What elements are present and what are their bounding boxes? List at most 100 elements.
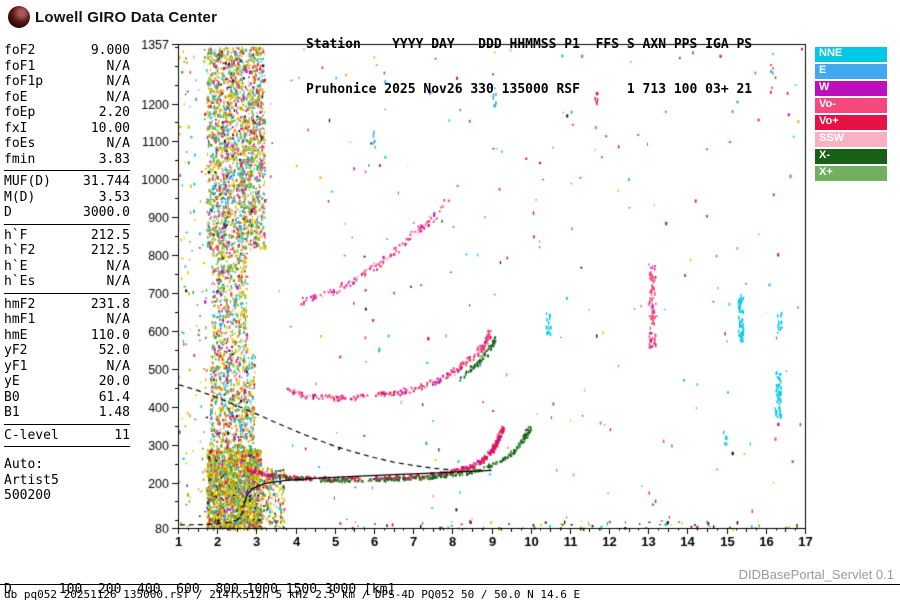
portal-credit: DIDBasePortal_Servlet 0.1 (738, 567, 894, 582)
param-label: yF1 (4, 358, 28, 374)
param-value: 61.4 (98, 389, 130, 405)
param-value: N/A (106, 136, 130, 151)
param-label: yF2 (4, 343, 28, 358)
param-label: hmF2 (4, 296, 36, 312)
param-value: 231.8 (90, 296, 130, 312)
param-label: h`F (4, 227, 28, 243)
param-row-foep: foEp 2.20 (4, 105, 130, 121)
param-row-fmin: fmin 3.83 (4, 152, 130, 168)
param-value: N/A (106, 358, 130, 374)
param-group-divider (4, 223, 130, 225)
autoscaling-line: 500200 (4, 488, 51, 503)
param-value: 11 (114, 427, 130, 443)
param-value: 3.53 (98, 189, 130, 205)
param-row-md: M(D) 3.53 (4, 190, 130, 206)
autoscaling-info: Auto: Artist5 500200 (4, 457, 130, 504)
param-row-yf1: yF1 N/A (4, 359, 130, 375)
param-row-hme: hmE 110.0 (4, 328, 130, 344)
param-label: foEs (4, 136, 36, 151)
param-value: N/A (106, 258, 130, 274)
param-row-ye: yE 20.0 (4, 374, 130, 390)
param-row-hmf1: hmF1 N/A (4, 312, 130, 328)
param-value: 20.0 (98, 374, 130, 389)
param-row-d: D 3000.0 (4, 205, 130, 221)
param-value: 10.00 (90, 120, 130, 136)
legend-item-e: E (815, 64, 887, 79)
param-value: 2.20 (98, 105, 130, 120)
param-label: C-level (4, 427, 59, 443)
param-value: N/A (106, 312, 130, 327)
param-label: yE (4, 374, 20, 389)
param-label: B0 (4, 389, 20, 405)
station-header-values: Pruhonice 2025 Nov26 330 135000 RSF 1 71… (306, 82, 753, 97)
muf-distance-table: D 100 200 400 600 800 1000 1500 3000 [km… (4, 552, 403, 600)
param-row-hmf2: hmF2 231.8 (4, 297, 130, 313)
legend-item-w: W (815, 81, 887, 96)
legend-item-ssw: SSW (815, 132, 887, 147)
param-value: 212.5 (90, 227, 130, 243)
autoscaling-line: Artist5 (4, 472, 59, 488)
param-group-divider (4, 170, 130, 171)
param-value: 1.48 (98, 405, 130, 420)
param-value: 3.83 (98, 151, 130, 167)
param-row-hf2: h`F2 212.5 (4, 243, 130, 259)
param-row-b1: B1 1.48 (4, 405, 130, 421)
param-value: N/A (106, 89, 130, 105)
param-label: foF1p (4, 74, 44, 89)
param-value: 3000.0 (83, 205, 130, 220)
param-label: M(D) (4, 189, 36, 205)
param-row-clevel: C-level 11 (4, 428, 130, 444)
param-value: N/A (106, 74, 130, 89)
param-group-divider (4, 292, 130, 294)
param-label: D (4, 205, 12, 220)
param-label: foF2 (4, 43, 36, 58)
parameter-panel: foF2 9.000 foF1 N/A foF1p N/A foE N/A foEp 2.20 fx… (4, 43, 130, 504)
param-value: 31.744 (83, 174, 130, 189)
giro-logo-icon (8, 6, 30, 28)
param-label: MUF(D) (4, 174, 51, 189)
muf-table-distance-row: D 100 200 400 600 800 1000 1500 3000 [km… (4, 582, 396, 597)
legend-item-x: X- (815, 149, 887, 164)
param-label: hmE (4, 327, 28, 343)
autoscaling-line: Auto: (4, 457, 44, 472)
param-value: N/A (106, 274, 130, 289)
station-header-labels: Station YYYY DAY DDD HHMMSS P1 FFS S AXN… (306, 37, 753, 52)
station-header: Station YYYY DAY DDD HHMMSS P1 FFS S AXN… (306, 7, 752, 127)
param-label: h`F2 (4, 243, 36, 258)
param-value: 110.0 (90, 327, 130, 343)
param-group-divider (4, 446, 130, 447)
param-row-mufd: MUF(D) 31.744 (4, 174, 130, 190)
param-label: h`Es (4, 274, 36, 289)
param-row-b0: B0 61.4 (4, 390, 130, 406)
param-row-foe: foE N/A (4, 90, 130, 106)
param-label: h`E (4, 258, 28, 274)
legend-item-nne: NNE (815, 47, 887, 62)
param-row-fof1: foF1 N/A (4, 59, 130, 75)
brand-title: Lowell GIRO Data Center (35, 9, 218, 26)
param-label: hmF1 (4, 312, 36, 327)
param-row-hf: h`F 212.5 (4, 228, 130, 244)
param-row-he: h`E N/A (4, 259, 130, 275)
param-label: foE (4, 89, 28, 105)
param-row-yf2: yF2 52.0 (4, 343, 130, 359)
param-label: foF1 (4, 58, 36, 74)
param-group-divider (4, 423, 130, 425)
measurement-info-line: db pq052 20251126 135000.rsf / 214fx512h… (4, 588, 581, 600)
param-value: N/A (106, 58, 130, 74)
param-value: 52.0 (98, 343, 130, 358)
echo-type-legend: NNE E W Vo- Vo+ SSW X- X+ (815, 47, 887, 183)
param-row-fof1p: foF1p N/A (4, 74, 130, 90)
param-row-fof2: foF2 9.000 (4, 43, 130, 59)
param-label: B1 (4, 405, 20, 420)
param-row-hes: h`Es N/A (4, 274, 130, 290)
legend-item-vo: Vo+ (815, 115, 887, 130)
param-label: fmin (4, 151, 36, 167)
param-label: fxI (4, 120, 28, 136)
footer-divider (0, 584, 900, 585)
param-row-foes: foEs N/A (4, 136, 130, 152)
legend-item-x: X+ (815, 166, 887, 181)
param-value: 9.000 (90, 43, 130, 58)
param-value: 212.5 (90, 243, 130, 258)
param-row-fxi: fxI 10.00 (4, 121, 130, 137)
